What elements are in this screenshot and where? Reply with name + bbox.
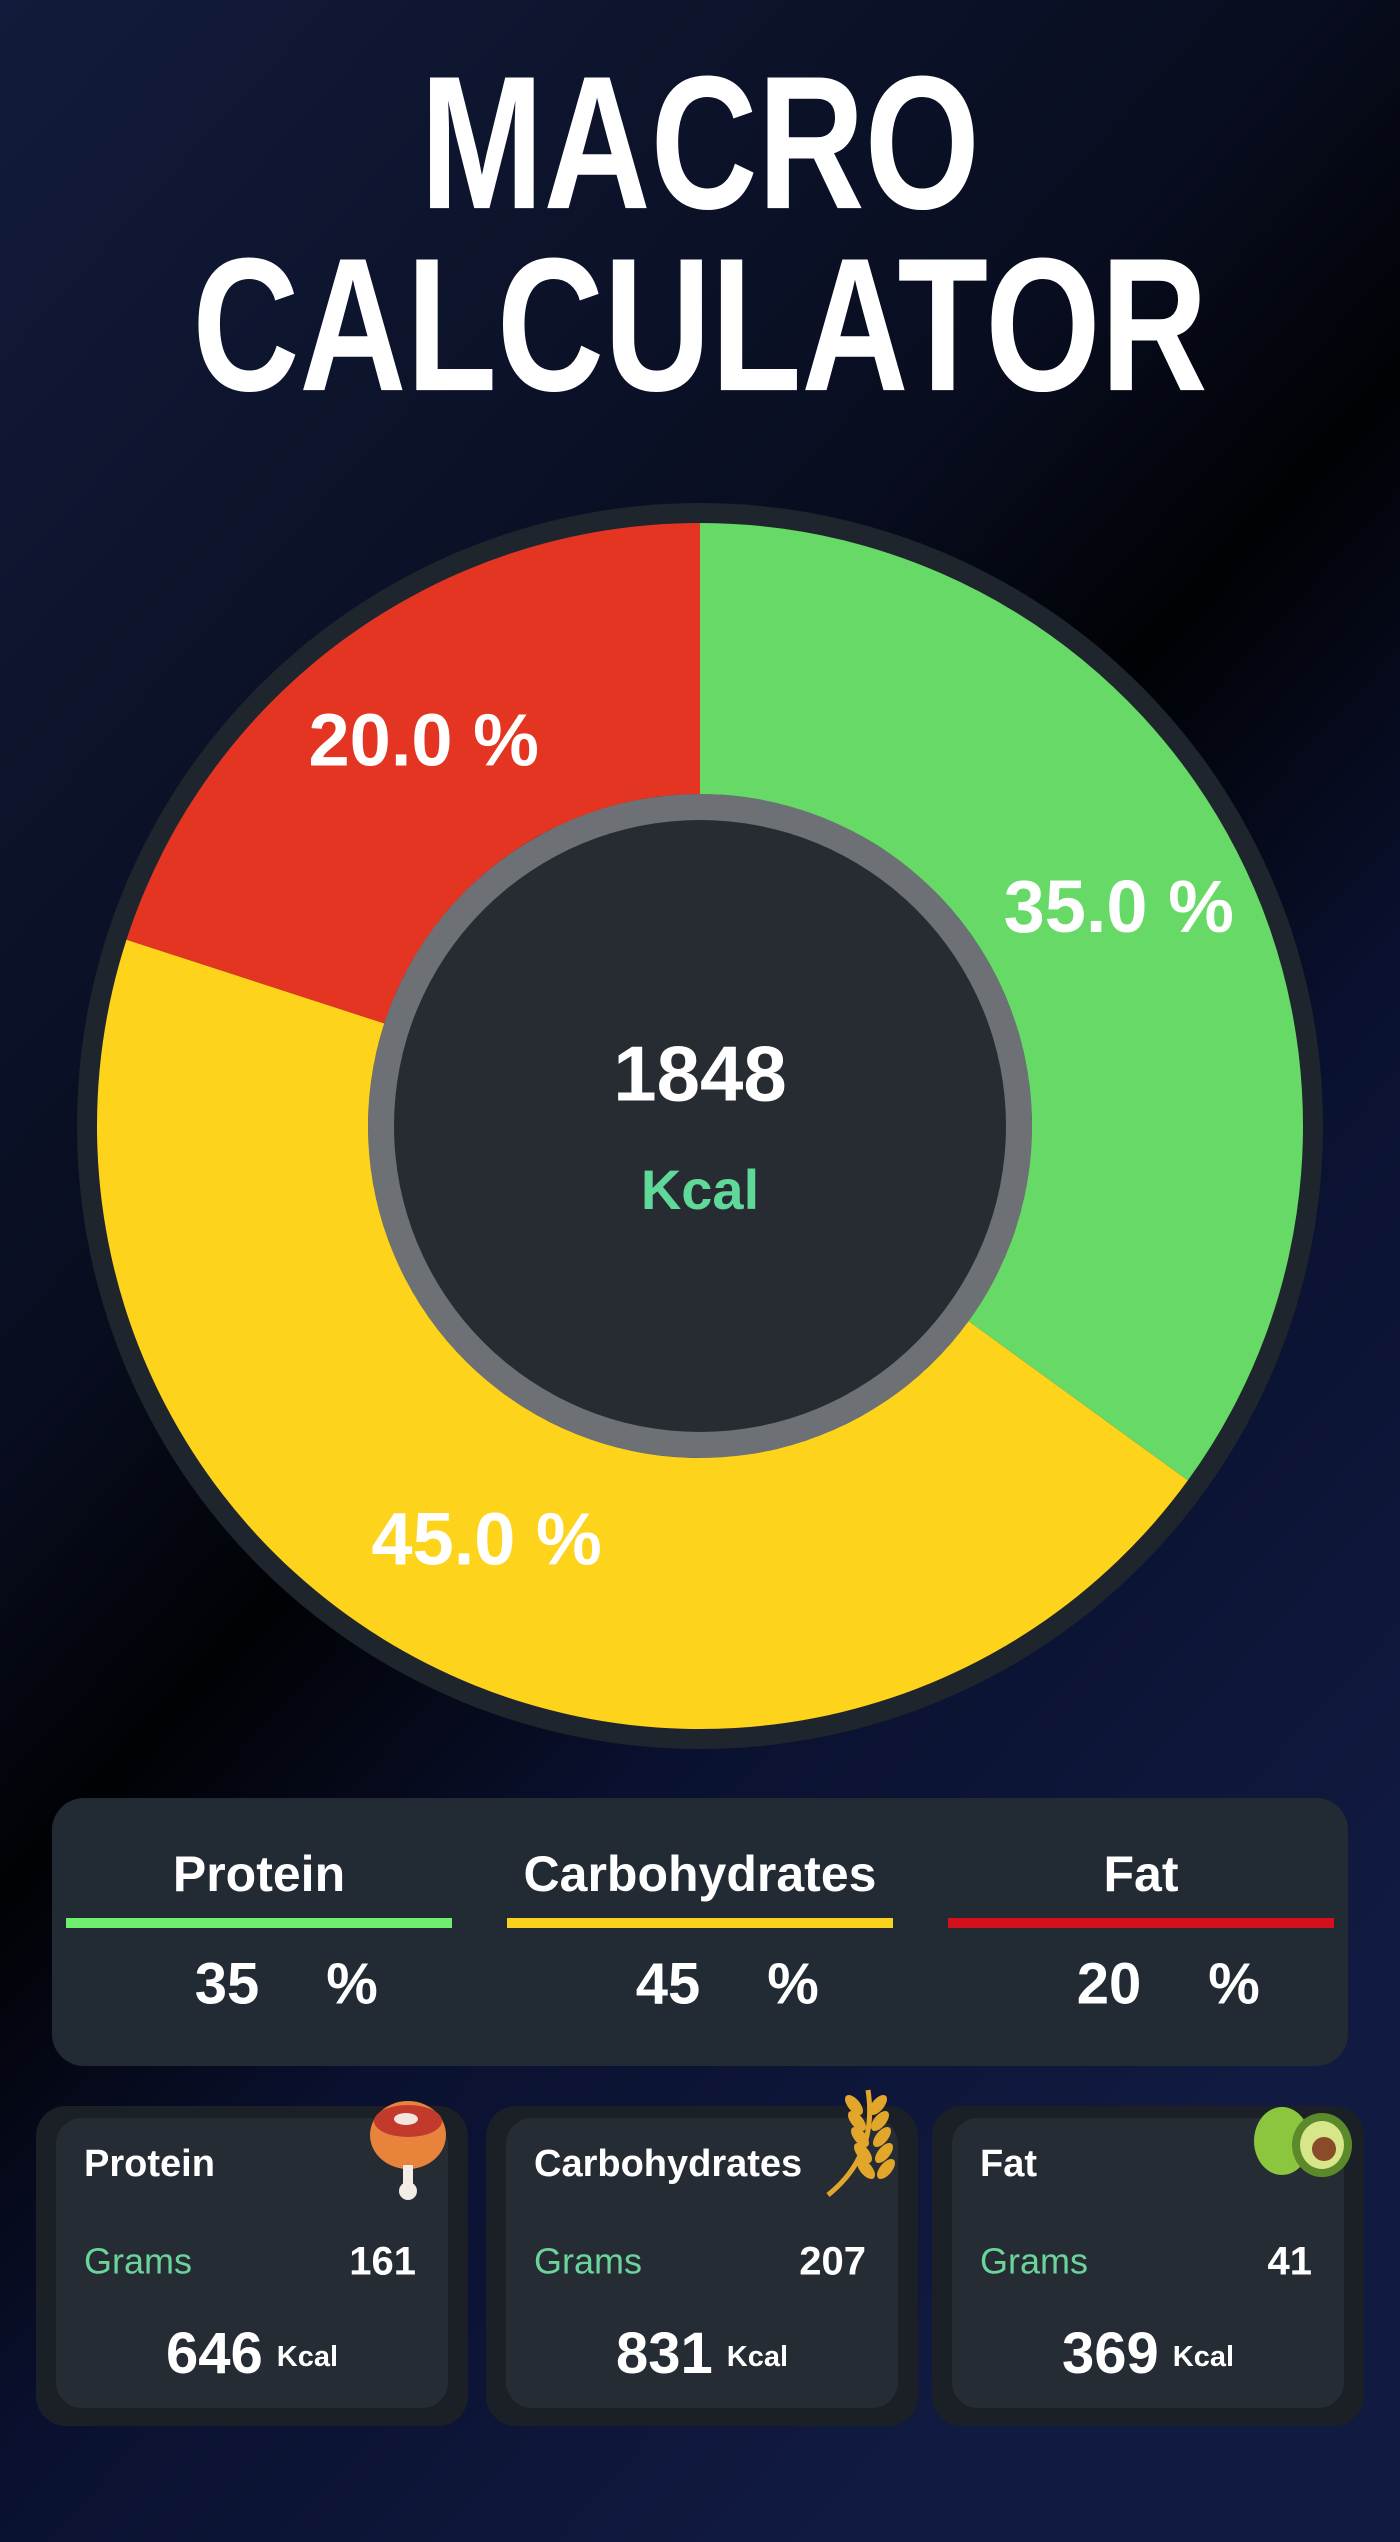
center-value: 1848: [613, 1030, 787, 1118]
icon-bone: [403, 2165, 413, 2187]
slice-label: 20.0 %: [309, 698, 539, 781]
macro-bar: [948, 1918, 1334, 1928]
icon-wheat-grain: [873, 2127, 891, 2147]
icon-wheat-grain: [851, 2127, 869, 2147]
macro-percent-unit: %: [1208, 1951, 1260, 2016]
kcal-unit: Kcal: [277, 2341, 338, 2373]
card-inner: [56, 2118, 448, 2408]
donut-slice: [97, 939, 1188, 1729]
grams-label: Grams: [534, 2241, 642, 2282]
icon-avocado-pit: [1312, 2137, 1336, 2161]
slice-label: 35.0 %: [1004, 865, 1234, 948]
icon-wheat-grain: [848, 2111, 866, 2131]
grams-value: 207: [799, 2240, 866, 2284]
icon-wheat-grain: [854, 2143, 872, 2163]
macro-cards: Protein Grams 161 646 Kcal Carbohydrates Grams…: [36, 2089, 1364, 2426]
slice-label: 45.0 %: [371, 1497, 601, 1580]
kcal-unit: Kcal: [727, 2341, 788, 2373]
card-inner: [952, 2118, 1344, 2408]
macro-card: Fat Grams 41 369 Kcal: [932, 2106, 1364, 2426]
inner-disc: [394, 820, 1006, 1432]
kcal-line: 831 Kcal: [616, 2321, 788, 2386]
macro-card: Protein Grams 161 646 Kcal: [36, 2101, 468, 2426]
kcal-value: 369: [1062, 2321, 1159, 2386]
title-line: MACRO: [420, 38, 980, 250]
card-inner: [506, 2118, 898, 2408]
macro-percent: 45: [636, 1951, 701, 2016]
card-name: Fat: [980, 2143, 1037, 2185]
card-name: Protein: [84, 2143, 215, 2185]
macro-name: Carbohydrates: [524, 1846, 877, 1902]
icon-bone-end: [399, 2182, 417, 2200]
macro-card: Carbohydrates Grams 207 831 Kcal: [486, 2089, 918, 2426]
kcal-line: 646 Kcal: [166, 2321, 338, 2386]
macro-name: Fat: [1104, 1846, 1179, 1902]
donut-chart: 35.0 % 45.0 % 20.0 % 1848 Kcal: [77, 503, 1323, 1749]
grams-value: 41: [1268, 2240, 1313, 2284]
title: MACRO CALCULATOR: [192, 38, 1207, 432]
grams-label: Grams: [980, 2241, 1088, 2282]
macro-bar: [66, 1918, 452, 1928]
icon-wheat-grain: [845, 2095, 863, 2115]
macro-percent: 20: [1077, 1951, 1142, 2016]
summary-panel: Protein 35 % Carbohydrates 45 % Fat 20%: [52, 1798, 1348, 2066]
card-name: Carbohydrates: [534, 2143, 802, 2185]
panel-bg: [52, 1798, 1348, 2066]
grams-value: 161: [349, 2240, 416, 2284]
grams-label: Grams: [84, 2241, 192, 2282]
donut-slice: [126, 523, 700, 1024]
macro-percent: 35: [195, 1951, 260, 2016]
donut-slice: [700, 523, 1303, 1481]
center-unit: Kcal: [641, 1158, 759, 1221]
macro-bar: [507, 1918, 893, 1928]
kcal-unit: Kcal: [1173, 2341, 1234, 2373]
title-line: CALCULATOR: [192, 220, 1207, 432]
kcal-value: 831: [616, 2321, 713, 2386]
kcal-line: 369 Kcal: [1062, 2321, 1234, 2386]
kcal-value: 646: [166, 2321, 263, 2386]
macro-percent-unit: %: [326, 1951, 378, 2016]
icon-wheat-grain: [871, 2111, 889, 2131]
macro-percent-unit: %: [767, 1951, 819, 2016]
icon-wheat-grain: [875, 2143, 893, 2163]
icon-wheat-grain: [857, 2159, 875, 2179]
icon-wheat-grain: [877, 2159, 895, 2179]
macro-name: Protein: [173, 1846, 345, 1902]
icon-fat: [394, 2113, 418, 2125]
icon-wheat-grain: [869, 2095, 887, 2115]
